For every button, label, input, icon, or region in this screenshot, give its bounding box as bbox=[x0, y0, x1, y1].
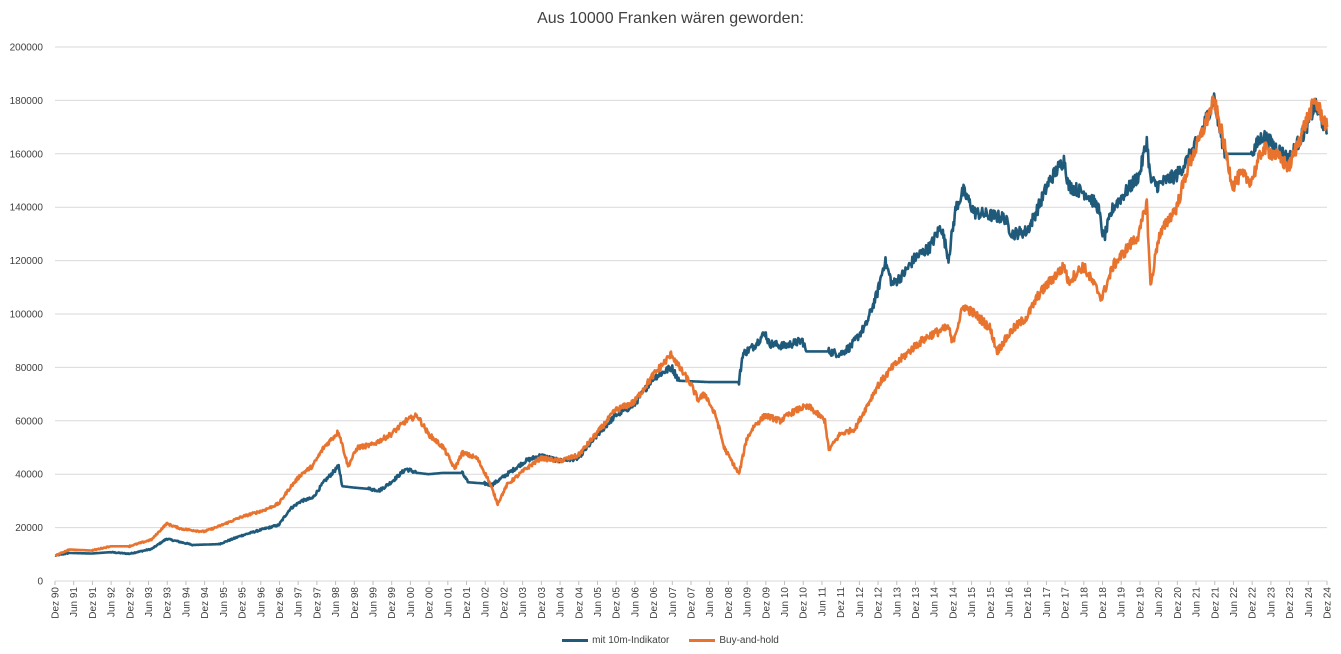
series-line-1 bbox=[54, 92, 1329, 557]
x-tick-label: Dez 11 bbox=[836, 587, 847, 618]
x-tick-label: Jun 04 bbox=[556, 587, 567, 617]
legend-item-2: Buy-and-hold bbox=[689, 635, 779, 646]
x-tick-label: Jun 11 bbox=[817, 587, 828, 617]
x-tick-label: Dez 01 bbox=[462, 587, 473, 619]
x-tick-label: Jun 01 bbox=[443, 587, 454, 617]
x-tick-label: Dez 14 bbox=[948, 587, 959, 619]
x-tick-label: Jun 24 bbox=[1304, 587, 1315, 617]
x-tick-label: Jun 16 bbox=[1005, 587, 1016, 617]
x-tick-label: Jun 23 bbox=[1266, 587, 1277, 617]
series-line-2 bbox=[54, 95, 1329, 557]
x-tick-label: Jun 98 bbox=[331, 587, 342, 617]
x-tick-label: Dez 92 bbox=[125, 587, 136, 619]
x-tick-label: Dez 23 bbox=[1285, 587, 1296, 619]
x-tick-label: Jun 96 bbox=[256, 587, 267, 617]
x-tick-label: Dez 16 bbox=[1023, 587, 1034, 619]
x-tick-label: Jun 19 bbox=[1117, 587, 1128, 617]
x-tick-label: Jun 94 bbox=[181, 587, 192, 617]
x-axis-ticks: Dez 90 Jun 91 Dez 91 Jun 92 Dez 92 Jun 93 Dez … bbox=[51, 581, 1334, 619]
x-tick-label: Jun 17 bbox=[1042, 587, 1053, 617]
x-tick-label: Jun 10 bbox=[780, 587, 791, 617]
chart-title: Aus 10000 Franken wären geworden: bbox=[537, 10, 804, 27]
x-tick-label: Jun 12 bbox=[855, 587, 866, 617]
x-tick-label: Dez 99 bbox=[387, 587, 398, 619]
x-tick-label: Jun 15 bbox=[967, 587, 978, 617]
x-tick-label: Dez 02 bbox=[499, 587, 510, 619]
x-tick-label: Jun 92 bbox=[107, 587, 118, 617]
x-tick-label: Dez 91 bbox=[88, 587, 99, 619]
x-tick-label: Jun 02 bbox=[481, 587, 492, 617]
x-tick-label: Dez 08 bbox=[724, 587, 735, 619]
x-tick-label: Jun 08 bbox=[705, 587, 716, 617]
x-tick-label: Dez 98 bbox=[350, 587, 361, 619]
x-tick-label: Dez 21 bbox=[1210, 587, 1221, 619]
x-tick-label: Jun 91 bbox=[69, 587, 80, 617]
y-tick-label: 180000 bbox=[10, 96, 44, 107]
x-tick-label: Dez 15 bbox=[986, 587, 997, 619]
x-tick-label: Dez 05 bbox=[612, 587, 623, 619]
x-tick-label: Jun 05 bbox=[593, 587, 604, 617]
series-lines bbox=[54, 92, 1329, 557]
x-tick-label: Dez 96 bbox=[275, 587, 286, 619]
x-tick-label: Jun 06 bbox=[630, 587, 641, 617]
x-tick-label: Jun 14 bbox=[930, 587, 941, 617]
y-tick-label: 160000 bbox=[10, 149, 44, 160]
x-tick-label: Dez 90 bbox=[51, 587, 62, 619]
x-tick-label: Jun 21 bbox=[1192, 587, 1203, 617]
y-tick-label: 100000 bbox=[10, 310, 44, 321]
x-tick-label: Dez 10 bbox=[799, 587, 810, 619]
y-tick-label: 200000 bbox=[10, 43, 44, 54]
legend: mit 10m-Indikator Buy-and-hold bbox=[0, 635, 1341, 646]
x-tick-label: Jun 07 bbox=[668, 587, 679, 617]
x-tick-label: Jun 00 bbox=[406, 587, 417, 617]
x-tick-label: Dez 17 bbox=[1061, 587, 1072, 619]
y-tick-label: 20000 bbox=[15, 523, 43, 534]
legend-label: Buy-and-hold bbox=[719, 635, 779, 646]
x-tick-label: Dez 18 bbox=[1098, 587, 1109, 619]
x-tick-label: Dez 04 bbox=[574, 587, 585, 619]
y-tick-label: 60000 bbox=[15, 416, 43, 427]
x-tick-label: Jun 97 bbox=[294, 587, 305, 617]
x-tick-label: Dez 93 bbox=[163, 587, 174, 619]
y-tick-label: 120000 bbox=[10, 256, 44, 267]
x-tick-label: Jun 09 bbox=[743, 587, 754, 617]
legend-label: mit 10m-Indikator bbox=[592, 635, 670, 646]
x-tick-label: Jun 95 bbox=[219, 587, 230, 617]
x-tick-label: Dez 19 bbox=[1135, 587, 1146, 619]
x-tick-label: Jun 13 bbox=[892, 587, 903, 617]
x-tick-label: Dez 09 bbox=[761, 587, 772, 619]
x-tick-label: Dez 24 bbox=[1323, 587, 1334, 619]
x-tick-label: Dez 95 bbox=[238, 587, 249, 619]
legend-swatch bbox=[689, 639, 716, 642]
x-tick-label: Dez 20 bbox=[1173, 587, 1184, 619]
x-tick-label: Dez 13 bbox=[911, 587, 922, 619]
x-tick-label: Jun 22 bbox=[1229, 587, 1240, 617]
x-tick-label: Jun 03 bbox=[518, 587, 529, 617]
x-tick-label: Dez 06 bbox=[649, 587, 660, 619]
x-tick-label: Dez 00 bbox=[425, 587, 436, 619]
x-tick-label: Dez 22 bbox=[1248, 587, 1259, 619]
legend-item-1: mit 10m-Indikator bbox=[562, 635, 669, 646]
x-tick-label: Dez 97 bbox=[312, 587, 323, 619]
x-tick-label: Jun 93 bbox=[144, 587, 155, 617]
x-tick-label: Dez 94 bbox=[200, 587, 211, 619]
x-tick-label: Jun 18 bbox=[1079, 587, 1090, 617]
legend-swatch bbox=[562, 639, 589, 642]
y-tick-label: 80000 bbox=[15, 363, 43, 374]
y-tick-label: 0 bbox=[37, 577, 43, 588]
x-tick-label: Jun 99 bbox=[369, 587, 380, 617]
gridlines bbox=[55, 46, 1327, 582]
x-tick-label: Dez 07 bbox=[687, 587, 698, 619]
x-tick-label: Dez 12 bbox=[874, 587, 885, 619]
y-tick-label: 40000 bbox=[15, 470, 43, 481]
x-tick-label: Jun 20 bbox=[1154, 587, 1165, 617]
x-tick-label: Dez 03 bbox=[537, 587, 548, 619]
y-axis-ticks: 0 20000 40000 60000 80000 100000 120000 140000 1… bbox=[10, 43, 44, 588]
y-tick-label: 140000 bbox=[10, 203, 44, 214]
